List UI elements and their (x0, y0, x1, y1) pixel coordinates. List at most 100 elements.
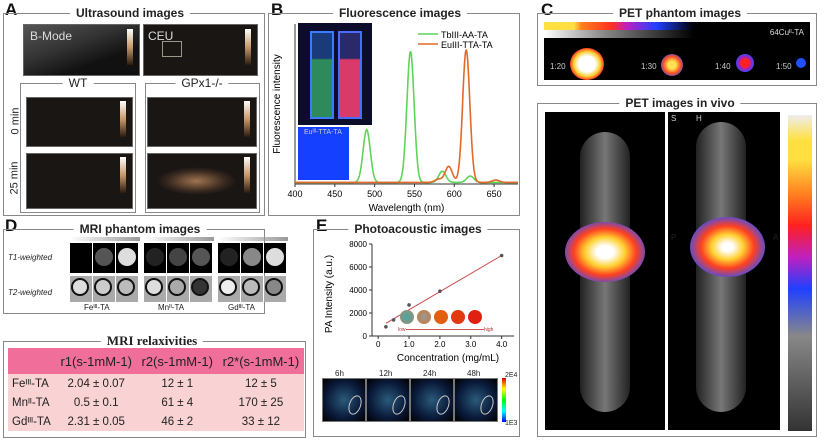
table-cell: 2.04 ± 0.07 (67, 377, 125, 390)
pet-colorbar (544, 22, 694, 30)
time-label: 48h (467, 369, 481, 378)
wt-0min-image (26, 97, 133, 147)
phantom-disc (191, 278, 209, 296)
t2-phantom (167, 276, 189, 302)
orient-label: A (773, 233, 779, 242)
x-axis-label: Wavelength (nm) (369, 203, 445, 214)
x-tick-label: 0 (376, 340, 381, 349)
bmode-label: B-Mode (30, 29, 73, 43)
colorbar-max: 2E4 (505, 372, 518, 379)
t1-phantom (190, 243, 212, 273)
pet-sagittal-image: S H (668, 112, 780, 430)
x-tick-label: 3.0 (465, 340, 477, 349)
y-tick-label: 8000 (349, 240, 367, 249)
data-point (499, 253, 504, 258)
phantom-disc (117, 278, 135, 296)
table-cell: 0.5 ± 0.1 (73, 396, 119, 409)
t2-phantom (144, 276, 166, 302)
x-axis-label: Concentration (mg/mL) (397, 353, 499, 364)
phantom-spot (661, 54, 683, 76)
x-tick-label: 550 (407, 189, 422, 199)
x-tick-label: 500 (367, 189, 382, 199)
bmode-image: B-Mode (23, 24, 140, 76)
phantom-disc (219, 278, 237, 296)
phantom-disc (94, 278, 112, 296)
data-point (391, 318, 396, 322)
t2-label: T2-weighted (8, 288, 53, 297)
phantom-disc (71, 278, 89, 296)
pet-coronal-image (545, 112, 665, 430)
data-point (438, 289, 442, 293)
x-tick-label: 400 (287, 189, 302, 199)
panel-label-d: D (5, 216, 18, 235)
t2-phantom (190, 276, 212, 302)
phantom-disc (118, 248, 136, 266)
legend-label: EuIII-TTA-TA (441, 40, 493, 50)
dilution-label: 1:50 (776, 62, 792, 71)
tumor-roi (389, 393, 409, 417)
gradient-arrow (406, 329, 484, 330)
agent-label: Mnᴵᴵ-TA (158, 303, 185, 312)
data-point (407, 303, 411, 307)
panel-label-c: C (541, 0, 554, 19)
phantom-disc (72, 248, 90, 266)
panel-label-e: E (316, 216, 328, 235)
phantom-disc (265, 278, 283, 296)
pa-map-image (410, 378, 454, 422)
fluorescence-chart: 400 450 500 550 600 650 Wavelength (nm) Fluores… (272, 24, 518, 214)
ceu-label: CEU (148, 29, 174, 43)
x-tick-label: 1.0 (403, 340, 415, 349)
dilution-label: 1:40 (715, 62, 731, 71)
ceu-image: CEU (143, 24, 258, 76)
dilution-label: 1:20 (550, 62, 566, 71)
low-label: low (398, 327, 406, 333)
table-cell: 2.31 ± 0.05 (67, 415, 125, 428)
pa-colorbar (502, 378, 506, 422)
t1-phantom (93, 243, 115, 273)
table-cell: Mnᴵᴵ-TA (12, 396, 50, 409)
orient-label: H (696, 114, 702, 123)
pa-phantom-disc (451, 310, 465, 324)
panel-label-a: A (5, 0, 18, 19)
eu-inset-photo: Euᴵᴵᴵ-TTA-TA (298, 127, 349, 180)
t1-phantom (167, 243, 189, 273)
tumor-roi (433, 393, 453, 417)
colorbar (127, 29, 133, 65)
pa-phantom-disc (400, 310, 414, 324)
table-cell: Gdᴵᴵᴵ-TA (12, 415, 51, 428)
orient-label: S (671, 114, 677, 123)
column-header: r1(s-1mM-1) (60, 353, 132, 369)
x-tick-label: 600 (447, 189, 462, 199)
y-axis-label: PA Intensity (a.u.) (324, 255, 335, 333)
phantom-spot (570, 48, 604, 80)
t1-phantom (218, 243, 240, 273)
t2-phantom (218, 276, 240, 302)
t1-phantom (264, 243, 286, 273)
time-label: 24h (423, 369, 437, 378)
table-cell: 170 ± 25 (238, 396, 284, 409)
phantom-disc (220, 248, 238, 266)
t1-label: T1-weighted (8, 253, 53, 262)
row-25min: 25 min (8, 161, 21, 195)
table-cell: 12 ± 5 (244, 377, 277, 390)
dilution-label: 1:30 (641, 62, 657, 71)
t1-phantom (241, 243, 263, 273)
table-row: Feᴵᴵᴵ-TA 2.04 ± 0.07 12 ± 1 12 ± 5 (8, 374, 304, 393)
relaxivity-table: r1(s-1mM-1) r2(s-1mM-1) r2*(s-1mM-1) Feᴵ… (8, 348, 304, 431)
agent-label: Gdᴵᴵᴵ-TA (228, 303, 255, 312)
phantom-disc (169, 248, 187, 266)
cuvette-photo (298, 23, 372, 125)
ultrasound-title: Ultrasound images (69, 6, 191, 20)
photoacoustic-chart: 0 2000 4000 6000 8000 0 1.0 2.0 3.0 4.0 Concentrat… (324, 240, 514, 364)
t2-phantom (116, 276, 138, 302)
phantom-disc (146, 248, 164, 266)
time-label: 12h (379, 369, 393, 378)
phantom-disc (95, 248, 113, 266)
legend-label: TbIII-AA-TA (441, 30, 488, 40)
phantom-disc (266, 248, 284, 266)
photoacoustic-title: Photoacoustic images (348, 222, 488, 236)
orient-label: P (671, 233, 677, 242)
table-row: Gdᴵᴵᴵ-TA 2.31 ± 0.05 46 ± 2 33 ± 12 (8, 412, 304, 431)
pa-phantom-disc (468, 310, 482, 324)
pa-map-image (366, 378, 410, 422)
